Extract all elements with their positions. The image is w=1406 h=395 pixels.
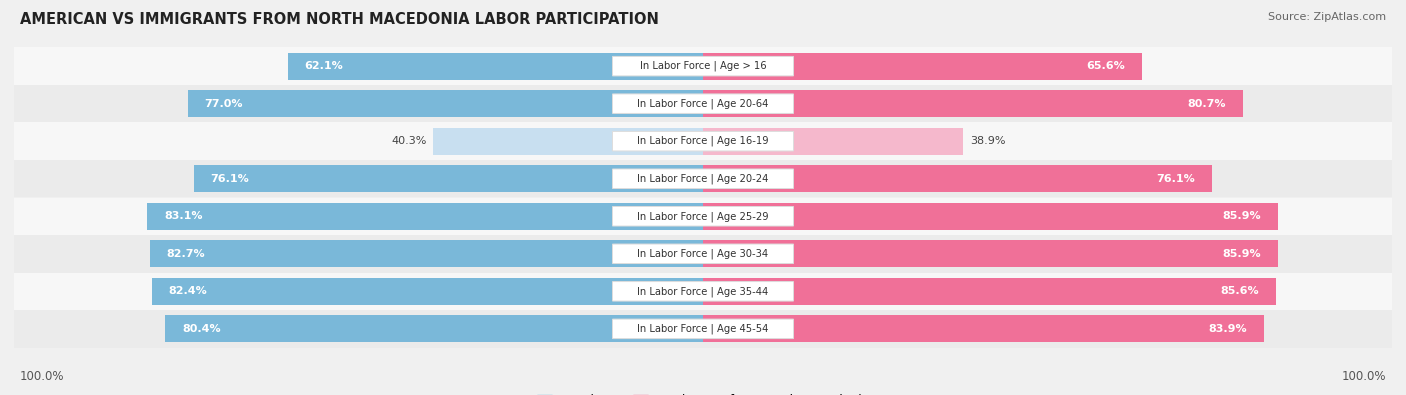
Text: In Labor Force | Age 35-44: In Labor Force | Age 35-44 xyxy=(637,286,769,297)
Bar xyxy=(703,90,1243,117)
FancyBboxPatch shape xyxy=(613,94,793,113)
Text: 76.1%: 76.1% xyxy=(1157,174,1195,184)
Bar xyxy=(14,198,1392,235)
Text: 85.9%: 85.9% xyxy=(1222,211,1261,221)
Bar xyxy=(703,165,1212,192)
Text: In Labor Force | Age 16-19: In Labor Force | Age 16-19 xyxy=(637,136,769,147)
Bar xyxy=(433,128,703,155)
FancyBboxPatch shape xyxy=(613,56,793,76)
Bar xyxy=(14,273,1392,310)
Bar xyxy=(14,235,1392,273)
Text: 82.7%: 82.7% xyxy=(166,249,205,259)
Text: AMERICAN VS IMMIGRANTS FROM NORTH MACEDONIA LABOR PARTICIPATION: AMERICAN VS IMMIGRANTS FROM NORTH MACEDO… xyxy=(20,12,658,27)
Legend: American, Immigrants from North Macedonia: American, Immigrants from North Macedoni… xyxy=(537,394,869,395)
Text: In Labor Force | Age 20-64: In Labor Force | Age 20-64 xyxy=(637,98,769,109)
FancyBboxPatch shape xyxy=(613,282,793,301)
Bar xyxy=(152,278,703,305)
Text: 82.4%: 82.4% xyxy=(169,286,207,296)
Bar xyxy=(148,203,703,230)
FancyBboxPatch shape xyxy=(613,132,793,151)
Text: 76.1%: 76.1% xyxy=(211,174,249,184)
Text: 80.7%: 80.7% xyxy=(1188,99,1226,109)
Bar xyxy=(703,315,1264,342)
Text: 83.9%: 83.9% xyxy=(1209,324,1247,334)
FancyBboxPatch shape xyxy=(613,319,793,339)
Bar xyxy=(194,165,703,192)
Text: 100.0%: 100.0% xyxy=(20,370,65,383)
Text: 80.4%: 80.4% xyxy=(181,324,221,334)
Bar xyxy=(14,310,1392,348)
Text: In Labor Force | Age 30-34: In Labor Force | Age 30-34 xyxy=(637,248,769,259)
Bar xyxy=(14,85,1392,122)
Text: In Labor Force | Age > 16: In Labor Force | Age > 16 xyxy=(640,61,766,71)
Text: 38.9%: 38.9% xyxy=(970,136,1005,146)
Text: In Labor Force | Age 20-24: In Labor Force | Age 20-24 xyxy=(637,173,769,184)
Bar xyxy=(188,90,703,117)
Bar xyxy=(703,278,1275,305)
Text: 85.6%: 85.6% xyxy=(1220,286,1258,296)
Bar xyxy=(166,315,703,342)
Bar xyxy=(150,240,703,267)
Text: Source: ZipAtlas.com: Source: ZipAtlas.com xyxy=(1268,12,1386,22)
Bar xyxy=(288,53,703,80)
Bar xyxy=(703,240,1278,267)
Text: In Labor Force | Age 45-54: In Labor Force | Age 45-54 xyxy=(637,324,769,334)
Bar xyxy=(14,122,1392,160)
Bar xyxy=(14,47,1392,85)
FancyBboxPatch shape xyxy=(613,244,793,263)
Text: 83.1%: 83.1% xyxy=(165,211,202,221)
Text: 100.0%: 100.0% xyxy=(1341,370,1386,383)
Bar xyxy=(703,53,1142,80)
Bar xyxy=(703,203,1278,230)
Bar xyxy=(14,160,1392,198)
Bar xyxy=(703,128,963,155)
Text: 40.3%: 40.3% xyxy=(391,136,427,146)
FancyBboxPatch shape xyxy=(613,207,793,226)
Text: 77.0%: 77.0% xyxy=(205,99,243,109)
FancyBboxPatch shape xyxy=(613,169,793,188)
Text: 85.9%: 85.9% xyxy=(1222,249,1261,259)
Text: In Labor Force | Age 25-29: In Labor Force | Age 25-29 xyxy=(637,211,769,222)
Text: 62.1%: 62.1% xyxy=(304,61,343,71)
Text: 65.6%: 65.6% xyxy=(1087,61,1125,71)
